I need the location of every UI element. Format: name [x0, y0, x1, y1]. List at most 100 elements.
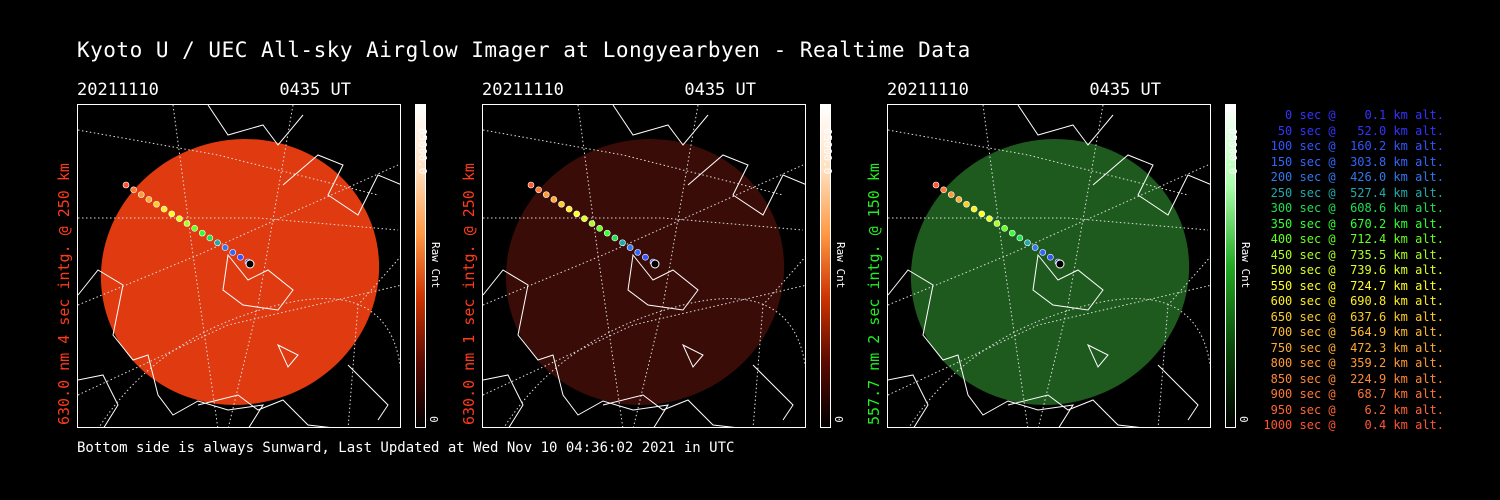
- grid-line: [227, 105, 294, 427]
- coastline: [483, 269, 669, 427]
- track-point: [1047, 253, 1054, 261]
- legend-entry: 300 sec @ 608.6 km alt.: [1263, 201, 1444, 215]
- legend-entry: 900 sec @ 68.7 km alt.: [1263, 387, 1444, 401]
- sky-disk: [505, 139, 785, 405]
- track-point: [611, 234, 619, 242]
- track-point: [122, 181, 130, 189]
- panel-date: 20211110: [482, 80, 564, 100]
- grid-line: [78, 284, 400, 396]
- track-point: [619, 239, 626, 247]
- coastline: [687, 154, 805, 216]
- legend-entry: 50 sec @ 52.0 km alt.: [1263, 123, 1444, 138]
- coastline: [1086, 343, 1109, 368]
- track-end-marker: [245, 259, 255, 269]
- grid-line: [483, 164, 804, 306]
- track-point: [229, 249, 237, 256]
- track-point: [191, 225, 198, 232]
- track-point: [183, 220, 191, 227]
- allsky-image: [482, 104, 806, 428]
- legend-entry: 750 sec @ 472.3 km alt.: [1263, 340, 1444, 355]
- coastline: [483, 374, 524, 427]
- panel-date: 20211110: [887, 80, 969, 100]
- track-point: [176, 215, 183, 222]
- track-point: [993, 220, 1001, 227]
- track-point: [581, 215, 588, 222]
- footer-note: Bottom side is always Sunward, Last Upda…: [77, 440, 735, 456]
- grid-line: [888, 129, 1189, 196]
- track-end-marker: [1055, 259, 1065, 269]
- grid-line: [888, 284, 1210, 396]
- track-point: [214, 239, 221, 247]
- panel-time: 0435 UT: [684, 80, 756, 100]
- grid-line: [503, 298, 805, 427]
- colorbar: [1225, 104, 1236, 428]
- grid-line: [577, 105, 624, 427]
- track-point: [221, 244, 229, 251]
- coastline: [222, 253, 294, 311]
- panel-time: 0435 UT: [1089, 80, 1161, 100]
- colorbar-max-label: 65000.0: [1226, 128, 1239, 175]
- legend-entry: 350 sec @ 670.2 km alt.: [1263, 216, 1444, 231]
- coastline: [1157, 364, 1199, 421]
- panel-630nm-1sec: 20211110 0435 UT 65000.0 Raw Cnt 0 630.0…: [460, 80, 847, 430]
- track-point: [198, 229, 206, 237]
- track-point: [527, 181, 535, 189]
- grid-line: [1037, 105, 1104, 427]
- coastline: [681, 343, 704, 368]
- track-point: [535, 186, 542, 194]
- colorbar-max-label: 65000.0: [821, 128, 834, 175]
- track-point: [1016, 234, 1024, 242]
- legend-entry: 650 sec @ 637.6 km alt.: [1263, 309, 1444, 324]
- panel-ylabel: 630.0 nm 1 sec intg. @ 250 km: [460, 163, 478, 425]
- coastline: [602, 394, 735, 427]
- track-point: [573, 210, 581, 218]
- grid-line: [888, 217, 1209, 231]
- track-point: [145, 196, 153, 203]
- coastline: [752, 364, 794, 421]
- grid-line: [78, 217, 399, 231]
- colorbar: [820, 104, 831, 428]
- track-point: [565, 205, 573, 213]
- grid-line: [908, 298, 1210, 427]
- coastline: [282, 154, 400, 216]
- legend-entry: 100 sec @ 160.2 km alt.: [1263, 139, 1444, 153]
- track-point: [1008, 229, 1016, 237]
- coastline: [612, 105, 709, 146]
- track-point: [542, 191, 550, 198]
- track-point: [137, 191, 145, 198]
- page-title: Kyoto U / UEC All-sky Airglow Imager at …: [77, 38, 971, 62]
- track-point: [603, 229, 611, 237]
- panel-time: 0435 UT: [279, 80, 351, 100]
- track-point: [237, 253, 244, 261]
- track-point: [1024, 239, 1031, 247]
- legend-entry: 500 sec @ 739.6 km alt.: [1263, 263, 1444, 277]
- legend-entry: 450 sec @ 735.5 km alt.: [1263, 247, 1444, 262]
- grid-line: [172, 105, 219, 427]
- colorbar-min-label: 0: [832, 416, 845, 423]
- colorbar-min-label: 0: [1237, 416, 1250, 423]
- track-point: [955, 196, 963, 203]
- track-point: [1001, 225, 1008, 232]
- colorbar-min-label: 0: [427, 416, 440, 423]
- track-point: [206, 234, 214, 242]
- track-point: [634, 249, 642, 256]
- legend-entry: 200 sec @ 426.0 km alt.: [1263, 170, 1444, 184]
- coastline: [207, 105, 304, 146]
- coastline: [1092, 154, 1210, 216]
- legend-entry: 950 sec @ 6.2 km alt.: [1263, 402, 1444, 417]
- grid-line: [982, 105, 1029, 427]
- track-point: [940, 186, 947, 194]
- track-point: [153, 200, 160, 208]
- track-point: [986, 215, 993, 222]
- panel-630nm-4sec: 20211110 0435 UT 65000.0 Raw Cnt 0 630.0…: [55, 80, 442, 430]
- colorbar-unit-label: Raw Cnt: [834, 242, 847, 289]
- track-point: [932, 181, 940, 189]
- coastline: [276, 343, 299, 368]
- colorbar-unit-label: Raw Cnt: [429, 242, 442, 289]
- track-point: [947, 191, 955, 198]
- coastline: [627, 253, 699, 311]
- track-point: [1031, 244, 1039, 251]
- track-point: [130, 186, 137, 194]
- track-point: [168, 210, 176, 218]
- trajectory-legend: 0 sec @ 0.1 km alt. 50 sec @ 52.0 km alt…: [1260, 108, 1444, 434]
